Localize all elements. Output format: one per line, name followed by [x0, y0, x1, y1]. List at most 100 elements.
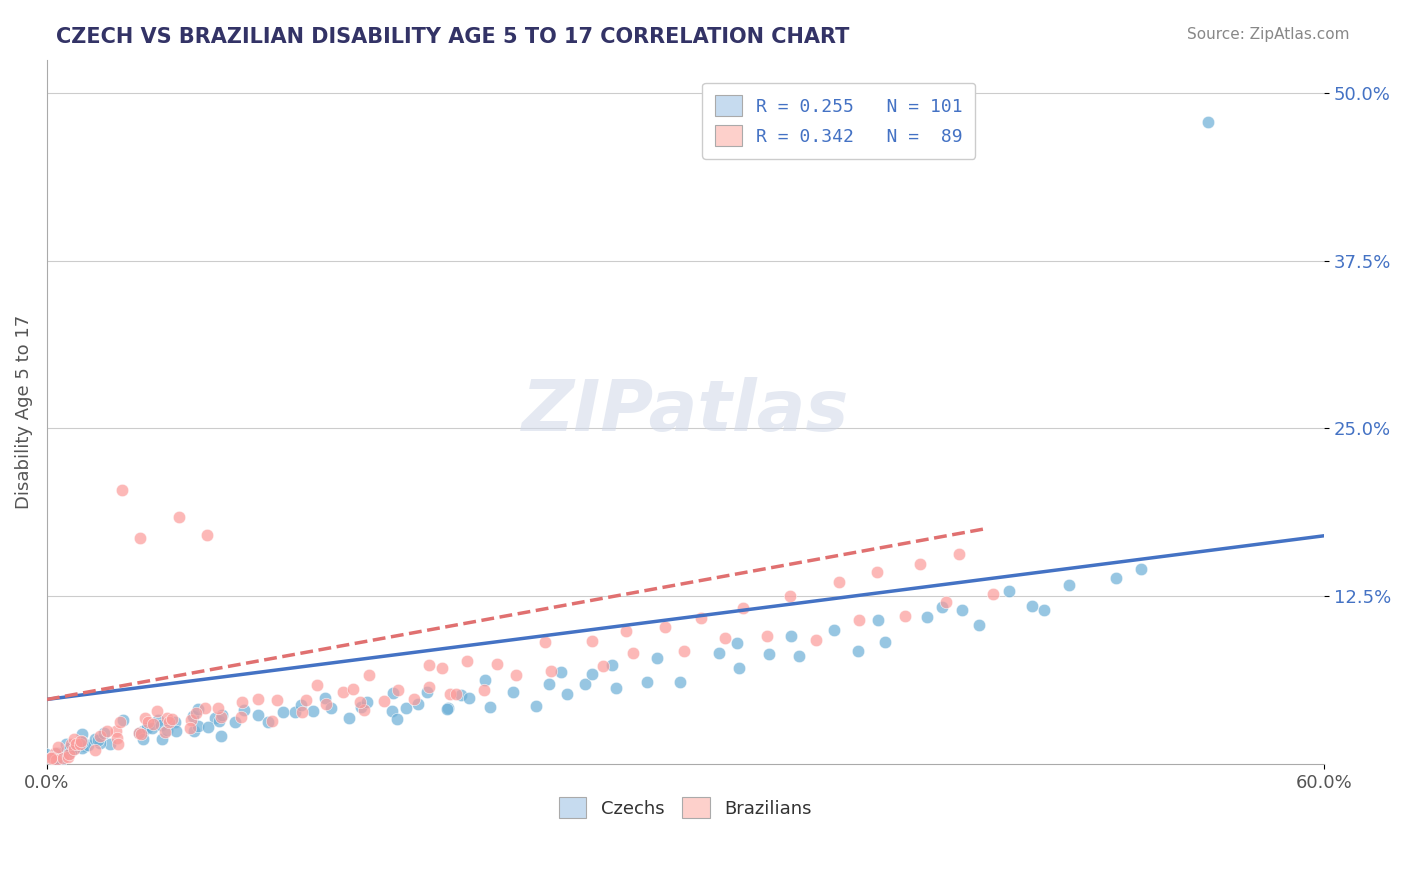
- Point: [55, 737, 77, 751]
- Point: [157, 715, 180, 730]
- Point: [89, 736, 111, 750]
- Point: [305, 678, 328, 692]
- Point: [284, 706, 307, 720]
- Point: [58, 740, 80, 755]
- Point: [931, 600, 953, 615]
- Point: [70, 727, 93, 741]
- Point: [93, 726, 115, 740]
- Point: [142, 716, 165, 731]
- Point: [948, 547, 970, 561]
- Point: [46, 739, 69, 754]
- Point: [373, 694, 395, 708]
- Point: [34, 747, 56, 761]
- Point: [58, 747, 80, 762]
- Point: [75, 739, 97, 754]
- Point: [146, 704, 169, 718]
- Point: [647, 650, 669, 665]
- Point: [915, 610, 938, 624]
- Point: [111, 483, 134, 497]
- Point: [55, 743, 77, 757]
- Point: [474, 673, 496, 687]
- Point: [387, 682, 409, 697]
- Point: [195, 527, 218, 541]
- Point: [950, 603, 973, 617]
- Point: [524, 699, 547, 714]
- Point: [935, 595, 957, 609]
- Point: [56, 750, 79, 764]
- Point: [592, 659, 614, 673]
- Point: [63, 741, 86, 756]
- Point: [1105, 571, 1128, 585]
- Point: [381, 704, 404, 718]
- Point: [165, 724, 187, 739]
- Point: [672, 643, 695, 657]
- Point: [160, 712, 183, 726]
- Point: [713, 631, 735, 645]
- Point: [301, 704, 323, 718]
- Point: [690, 611, 713, 625]
- Point: [156, 723, 179, 738]
- Point: [87, 732, 110, 747]
- Point: [758, 647, 780, 661]
- Point: [486, 657, 509, 672]
- Point: [132, 724, 155, 739]
- Point: [406, 697, 429, 711]
- Point: [823, 624, 845, 638]
- Point: [446, 687, 468, 701]
- Point: [62, 732, 84, 747]
- Point: [132, 731, 155, 746]
- Point: [505, 668, 527, 682]
- Point: [41, 750, 63, 764]
- Point: [231, 695, 253, 709]
- Point: [96, 723, 118, 738]
- Point: [430, 661, 453, 675]
- Point: [614, 624, 637, 639]
- Point: [1033, 602, 1056, 616]
- Point: [804, 632, 827, 647]
- Point: [169, 510, 191, 524]
- Point: [295, 693, 318, 707]
- Point: [134, 711, 156, 725]
- Point: [337, 711, 360, 725]
- Point: [437, 700, 460, 714]
- Point: [153, 724, 176, 739]
- Point: [233, 703, 256, 717]
- Point: [136, 715, 159, 730]
- Point: [387, 713, 409, 727]
- Point: [395, 701, 418, 715]
- Point: [209, 710, 232, 724]
- Point: [197, 720, 219, 734]
- Point: [128, 726, 150, 740]
- Point: [315, 697, 337, 711]
- Point: [70, 735, 93, 749]
- Point: [533, 635, 555, 649]
- Point: [129, 531, 152, 545]
- Point: [418, 657, 440, 672]
- Point: [472, 683, 495, 698]
- Point: [621, 646, 644, 660]
- Point: [1130, 562, 1153, 576]
- Point: [319, 701, 342, 715]
- Point: [107, 738, 129, 752]
- Point: [846, 644, 869, 658]
- Y-axis label: Disability Age 5 to 17: Disability Age 5 to 17: [15, 315, 32, 508]
- Point: [349, 695, 371, 709]
- Point: [72, 740, 94, 755]
- Point: [538, 676, 561, 690]
- Point: [654, 620, 676, 634]
- Point: [893, 608, 915, 623]
- Point: [998, 584, 1021, 599]
- Point: [574, 676, 596, 690]
- Point: [404, 692, 426, 706]
- Point: [709, 646, 731, 660]
- Point: [733, 601, 755, 615]
- Point: [89, 729, 111, 743]
- Point: [70, 733, 93, 747]
- Legend: Czechs, Brazilians: Czechs, Brazilians: [553, 790, 818, 825]
- Point: [342, 681, 364, 696]
- Point: [271, 705, 294, 719]
- Text: CZECH VS BRAZILIAN DISABILITY AGE 5 TO 17 CORRELATION CHART: CZECH VS BRAZILIAN DISABILITY AGE 5 TO 1…: [56, 27, 849, 46]
- Point: [868, 613, 890, 627]
- Point: [59, 737, 82, 751]
- Point: [39, 751, 62, 765]
